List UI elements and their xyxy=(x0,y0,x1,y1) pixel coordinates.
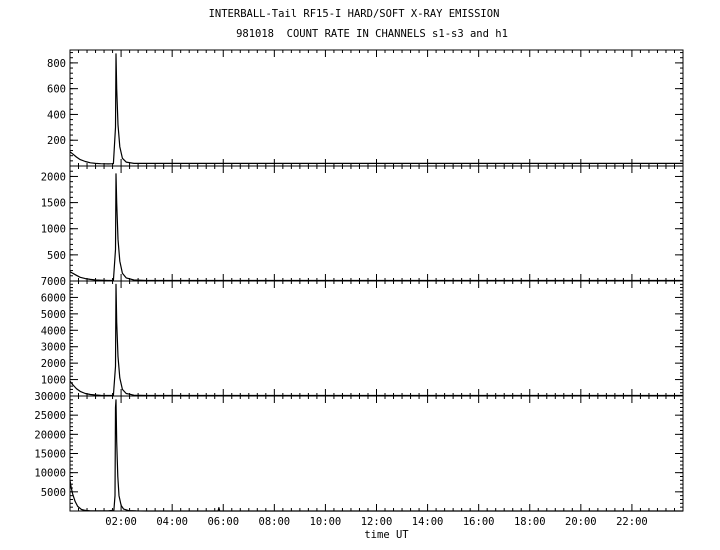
chart-subtitle: 981018 COUNT RATE IN CHANNELS s1-s3 and … xyxy=(236,28,508,40)
y-tick-label-s2: 1500 xyxy=(41,198,66,210)
series-line-s2 xyxy=(69,173,683,282)
y-tick-label-s3: 6000 xyxy=(41,292,66,304)
y-tick-label-s3: 3000 xyxy=(41,342,66,354)
x-tick-label: 10:00 xyxy=(310,516,342,528)
x-tick-label: 08:00 xyxy=(259,516,291,528)
x-tick-label: 02:00 xyxy=(105,516,137,528)
series-line-h1 xyxy=(69,399,683,512)
y-tick-label-s3: 2000 xyxy=(41,358,66,370)
x-tick-label: 04:00 xyxy=(156,516,188,528)
y-tick-label-s3: 1000 xyxy=(41,375,66,387)
y-tick-label-s3: 5000 xyxy=(41,309,66,321)
y-tick-label-s1: 200 xyxy=(47,135,66,147)
y-tick-label-h1: 10000 xyxy=(34,468,66,480)
panel-frame-s3 xyxy=(69,280,684,397)
y-tick-label-s2: 500 xyxy=(47,250,66,262)
y-tick-label-s3: 4000 xyxy=(41,325,66,337)
y-tick-label-h1: 30000 xyxy=(34,391,66,403)
panel-frame-s2 xyxy=(69,165,684,282)
y-tick-label-s2: 2000 xyxy=(41,171,66,183)
y-tick-label-s2: 1000 xyxy=(41,224,66,236)
y-tick-label-h1: 15000 xyxy=(34,449,66,461)
y-tick-label-h1: 20000 xyxy=(34,429,66,441)
series-line-s3 xyxy=(69,283,683,397)
x-tick-label: 14:00 xyxy=(412,516,444,528)
y-tick-label-h1: 5000 xyxy=(41,487,66,499)
y-tick-label-s1: 600 xyxy=(47,84,66,96)
x-tick-label: 20:00 xyxy=(565,516,597,528)
panel-frame-h1 xyxy=(69,395,684,512)
y-tick-label-s1: 800 xyxy=(47,58,66,70)
x-tick-label: 22:00 xyxy=(616,516,648,528)
series-line-s1 xyxy=(69,53,683,165)
y-tick-label-s3: 7000 xyxy=(41,276,66,288)
y-tick-label-h1: 25000 xyxy=(34,410,66,422)
x-axis-label: time UT xyxy=(364,529,409,541)
chart-title: INTERBALL-Tail RF15-I HARD/SOFT X-RAY EM… xyxy=(208,8,500,20)
x-tick-label: 06:00 xyxy=(207,516,239,528)
panel-frame-s1 xyxy=(69,49,684,167)
x-tick-label: 16:00 xyxy=(463,516,495,528)
y-tick-label-s1: 400 xyxy=(47,109,66,121)
x-tick-label: 18:00 xyxy=(514,516,546,528)
x-tick-label: 12:00 xyxy=(361,516,393,528)
